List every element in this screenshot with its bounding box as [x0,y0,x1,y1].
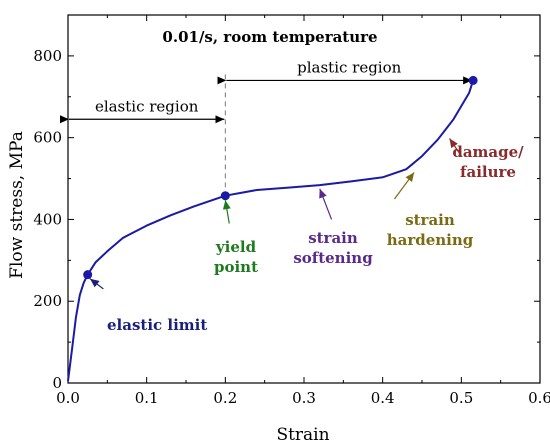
x-tick-label-5: 0.5 [449,389,473,407]
y-axis-title: Flow stress, MPa [7,131,27,279]
x-tick-label-3: 0.3 [292,389,316,407]
annotation-0-label-0: elastic limit [107,316,207,334]
annotation-1-label-1: point [214,258,258,276]
annotation-1-label-0: yield [215,238,257,256]
region-label-1: plastic region [297,58,402,76]
annotation-2-label-1: softening [293,249,373,267]
x-tick-label-4: 0.4 [371,389,395,407]
point-yield-point [220,191,230,201]
x-tick-label-0: 0.0 [56,389,80,407]
series-line [67,80,475,382]
point-elastic-limit [83,270,93,280]
x-tick-label-2: 0.2 [213,389,237,407]
annotation-0-arrow [89,278,104,290]
annotation-3-label-1: hardening [387,231,474,249]
y-tick-label-1: 200 [33,292,62,310]
y-tick-label-3: 600 [33,129,62,147]
annotation-4-arrow [449,138,462,157]
y-tick-label-2: 400 [33,210,62,228]
annotation-4-label-0: damage/ [452,143,524,161]
y-tick-label-0: 0 [52,374,62,392]
annotation-4-label-1: failure [460,163,516,181]
y-tick-label-4: 800 [33,47,62,65]
x-tick-label-6: 0.6 [528,389,550,407]
chart-title: 0.01/s, room temperature [162,28,377,46]
annotation-1-arrow [222,200,231,224]
x-tick-label-1: 0.1 [135,389,159,407]
annotation-2-arrow [319,188,333,220]
annotation-3-arrow [393,172,415,200]
annotation-3-label-0: strain [405,211,455,229]
plot-area: 0.0 0.1 0.2 0.3 0.4 0.5 0.6 0 200 400 600 800 elasti… [33,14,550,407]
region-label-0: elastic region [95,97,199,115]
annotation-2-label-0: strain [308,229,358,247]
x-axis-title: Strain [276,425,329,445]
point-failure [468,75,478,85]
